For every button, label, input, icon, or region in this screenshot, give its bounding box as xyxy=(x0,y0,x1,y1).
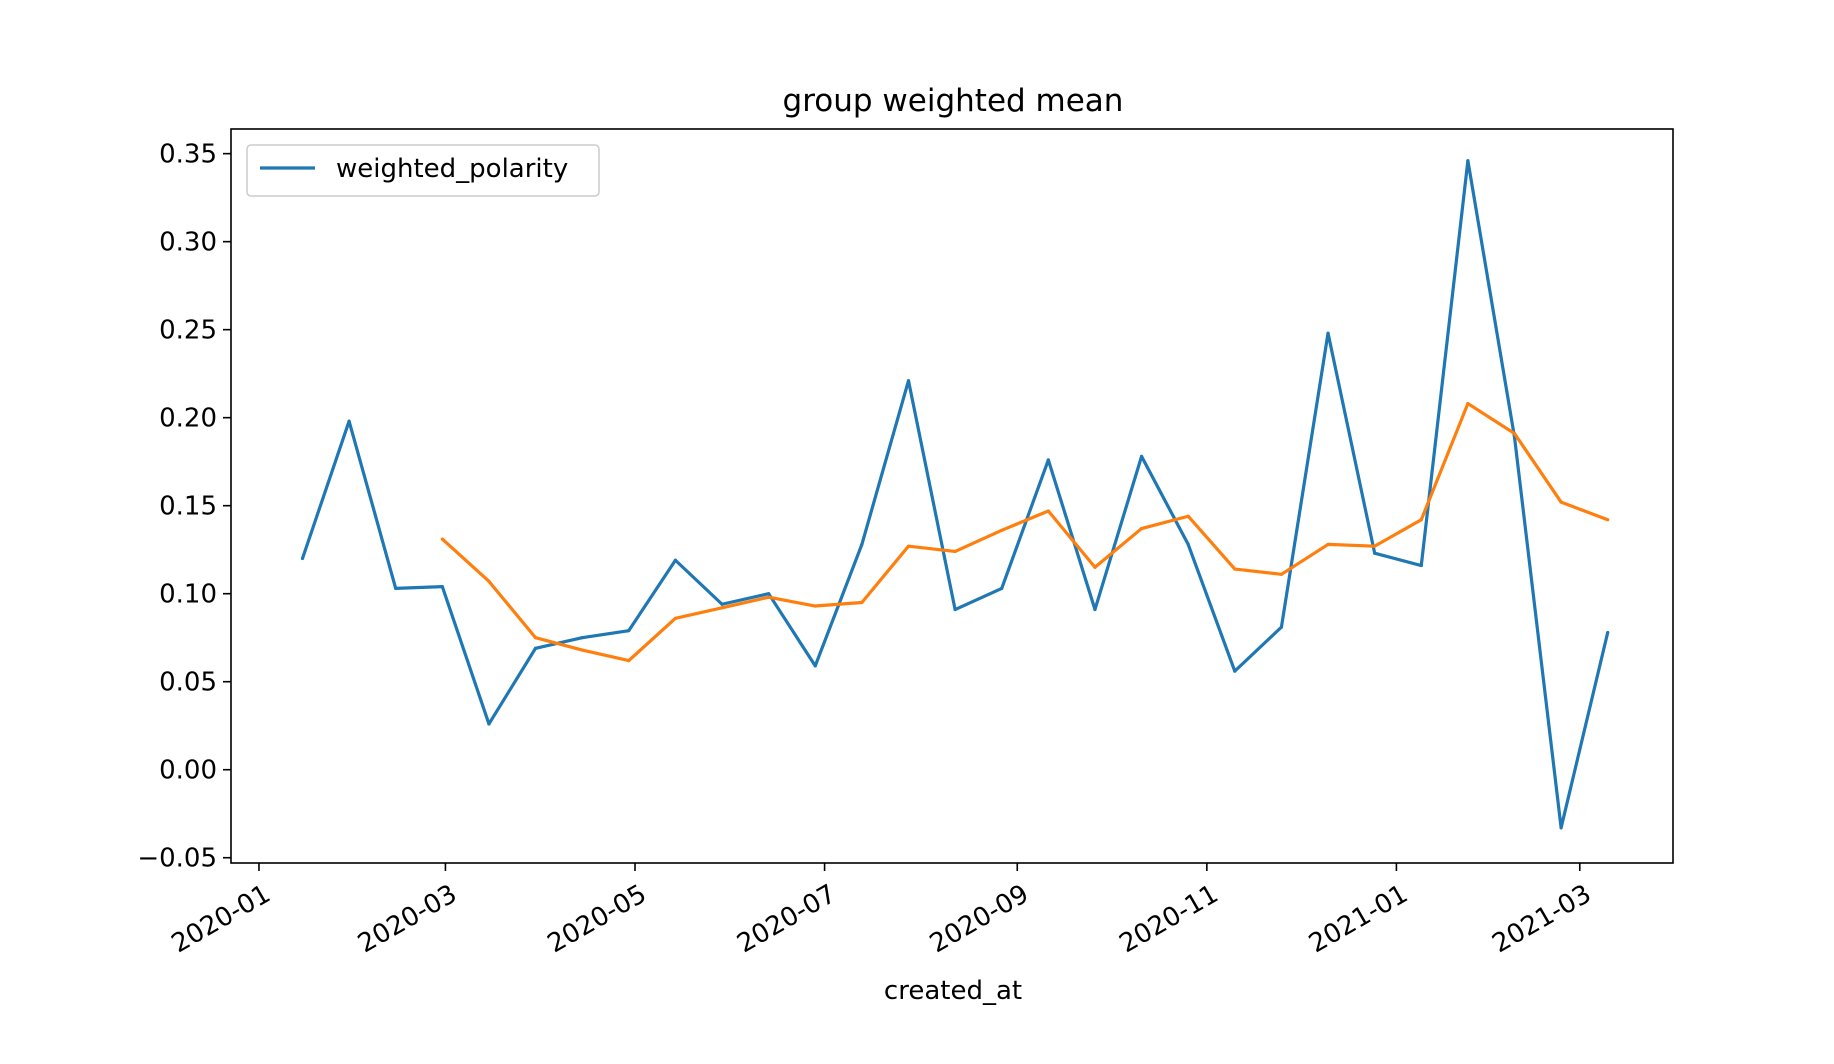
data-point-weighted-polarity xyxy=(1559,826,1563,830)
data-point-series-2 xyxy=(533,636,538,640)
y-tick-label: 0.05 xyxy=(159,668,217,698)
y-tick-label: 0.30 xyxy=(159,228,217,258)
data-point-weighted-polarity xyxy=(860,542,864,547)
y-tick-label: 0.35 xyxy=(159,140,217,170)
data-point-series-2 xyxy=(767,595,771,599)
data-point-weighted-polarity xyxy=(720,602,724,606)
data-point-weighted-polarity xyxy=(533,646,538,650)
x-axis-label: created_at xyxy=(884,976,1022,1006)
data-point-weighted-polarity xyxy=(1419,563,1423,568)
data-point-weighted-polarity xyxy=(300,556,305,561)
data-point-series-2 xyxy=(1559,500,1563,504)
data-point-weighted-polarity xyxy=(1000,586,1004,591)
data-point-weighted-polarity xyxy=(1139,454,1144,458)
data-point-series-2 xyxy=(1093,565,1097,569)
data-point-weighted-polarity xyxy=(1279,625,1284,629)
data-point-weighted-polarity xyxy=(1093,607,1097,612)
plot-frame xyxy=(230,128,1674,864)
data-point-series-2 xyxy=(673,616,678,620)
data-point-weighted-polarity xyxy=(953,607,957,612)
y-axis: −0.05 0.00 0.05 0.10 0.15 0.20 0.25 0.30 0.35 xyxy=(137,140,231,874)
data-point-weighted-polarity xyxy=(906,379,911,383)
data-point-weighted-polarity xyxy=(1046,458,1050,462)
data-point-series-2 xyxy=(1419,518,1423,522)
data-point-weighted-polarity xyxy=(627,629,631,633)
data-point-series-2 xyxy=(813,604,817,608)
legend-label-weighted-polarity: weighted_polarity xyxy=(336,154,568,184)
data-point-series-2 xyxy=(860,600,864,605)
y-tick-label: −0.05 xyxy=(137,844,217,874)
data-point-weighted-polarity xyxy=(1466,159,1470,163)
data-point-weighted-polarity xyxy=(767,592,771,596)
data-point-series-2 xyxy=(1279,572,1284,576)
y-tick-label: 0.10 xyxy=(159,580,217,610)
data-point-weighted-polarity xyxy=(394,586,398,591)
data-point-weighted-polarity xyxy=(487,722,491,726)
data-point-weighted-polarity xyxy=(440,585,444,589)
data-point-weighted-polarity xyxy=(673,558,678,562)
y-tick-label: 0.00 xyxy=(159,756,217,786)
data-point-series-2 xyxy=(627,658,631,663)
data-point-series-2 xyxy=(1512,431,1517,436)
data-point-series-2 xyxy=(1233,567,1237,571)
data-point-weighted-polarity xyxy=(1606,630,1610,635)
data-point-series-2 xyxy=(487,579,491,583)
chart-title: group weighted mean xyxy=(783,83,1124,119)
data-point-weighted-polarity xyxy=(1186,542,1190,547)
data-point-weighted-polarity xyxy=(347,419,351,423)
data-point-series-2 xyxy=(1000,528,1004,532)
data-point-series-2 xyxy=(906,544,911,548)
data-point-series-2 xyxy=(1373,544,1377,548)
series-layer xyxy=(300,159,1610,830)
series-line-series-2 xyxy=(441,401,1609,663)
data-point-series-2 xyxy=(1326,542,1330,547)
data-point-weighted-polarity xyxy=(813,664,817,668)
legend-box xyxy=(246,144,600,197)
y-tick-label: 0.15 xyxy=(159,492,217,522)
data-point-series-2 xyxy=(1466,401,1470,406)
data-point-series-2 xyxy=(1606,518,1610,522)
data-point-weighted-polarity xyxy=(1373,551,1377,555)
y-tick-label: 0.20 xyxy=(159,404,217,434)
data-point-series-2 xyxy=(720,606,724,610)
data-point-series-2 xyxy=(1186,514,1190,518)
data-point-series-2 xyxy=(580,648,584,652)
data-point-weighted-polarity xyxy=(1233,669,1237,673)
data-point-series-2 xyxy=(1046,509,1050,513)
y-tick-label: 0.25 xyxy=(159,316,217,346)
data-point-series-2 xyxy=(1139,526,1144,531)
data-point-weighted-polarity xyxy=(1326,331,1330,335)
legend: weighted_polarity xyxy=(246,144,600,197)
data-point-series-2 xyxy=(440,537,444,541)
data-point-series-2 xyxy=(953,549,957,554)
data-point-weighted-polarity xyxy=(580,636,584,640)
